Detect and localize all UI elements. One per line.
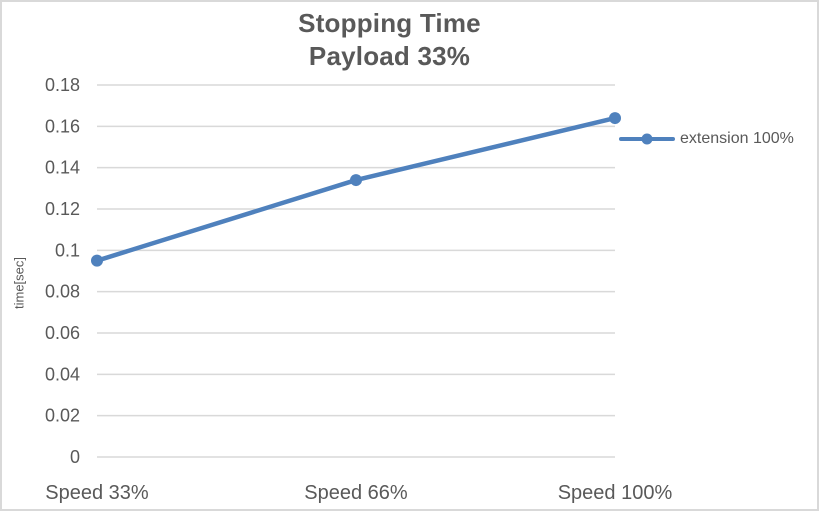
legend-line-marker-icon bbox=[619, 133, 675, 145]
y-tick-label: 0 bbox=[70, 447, 80, 467]
y-tick-label: 0.14 bbox=[45, 158, 80, 178]
y-tick-label: 0.1 bbox=[55, 240, 80, 260]
data-point bbox=[609, 112, 621, 125]
data-point bbox=[350, 174, 362, 187]
y-tick-label: 0.16 bbox=[45, 116, 80, 136]
x-tick-label: Speed 66% bbox=[304, 482, 408, 504]
y-tick-label: 0.06 bbox=[45, 323, 80, 343]
y-tick-label: 0.12 bbox=[45, 199, 80, 219]
y-axis-title: time[sec] bbox=[11, 256, 27, 310]
chart-subtitle: Payload 33% bbox=[308, 41, 471, 71]
chart-title-block: Stopping Time Payload 33% bbox=[2, 7, 777, 73]
chart-title: Stopping Time bbox=[298, 8, 481, 38]
legend-label: extension 100% bbox=[680, 130, 794, 147]
y-tick-label: 0.18 bbox=[45, 75, 80, 95]
x-tick-label: Speed 33% bbox=[45, 482, 149, 504]
data-line bbox=[94, 115, 618, 263]
data-point bbox=[91, 254, 103, 267]
y-tick-label: 0.08 bbox=[45, 282, 80, 302]
y-tick-label: 0.04 bbox=[45, 364, 80, 384]
x-tick-label: Speed 100% bbox=[558, 482, 673, 504]
legend: extension 100% bbox=[618, 128, 794, 150]
y-tick-label: 0.02 bbox=[45, 406, 80, 426]
